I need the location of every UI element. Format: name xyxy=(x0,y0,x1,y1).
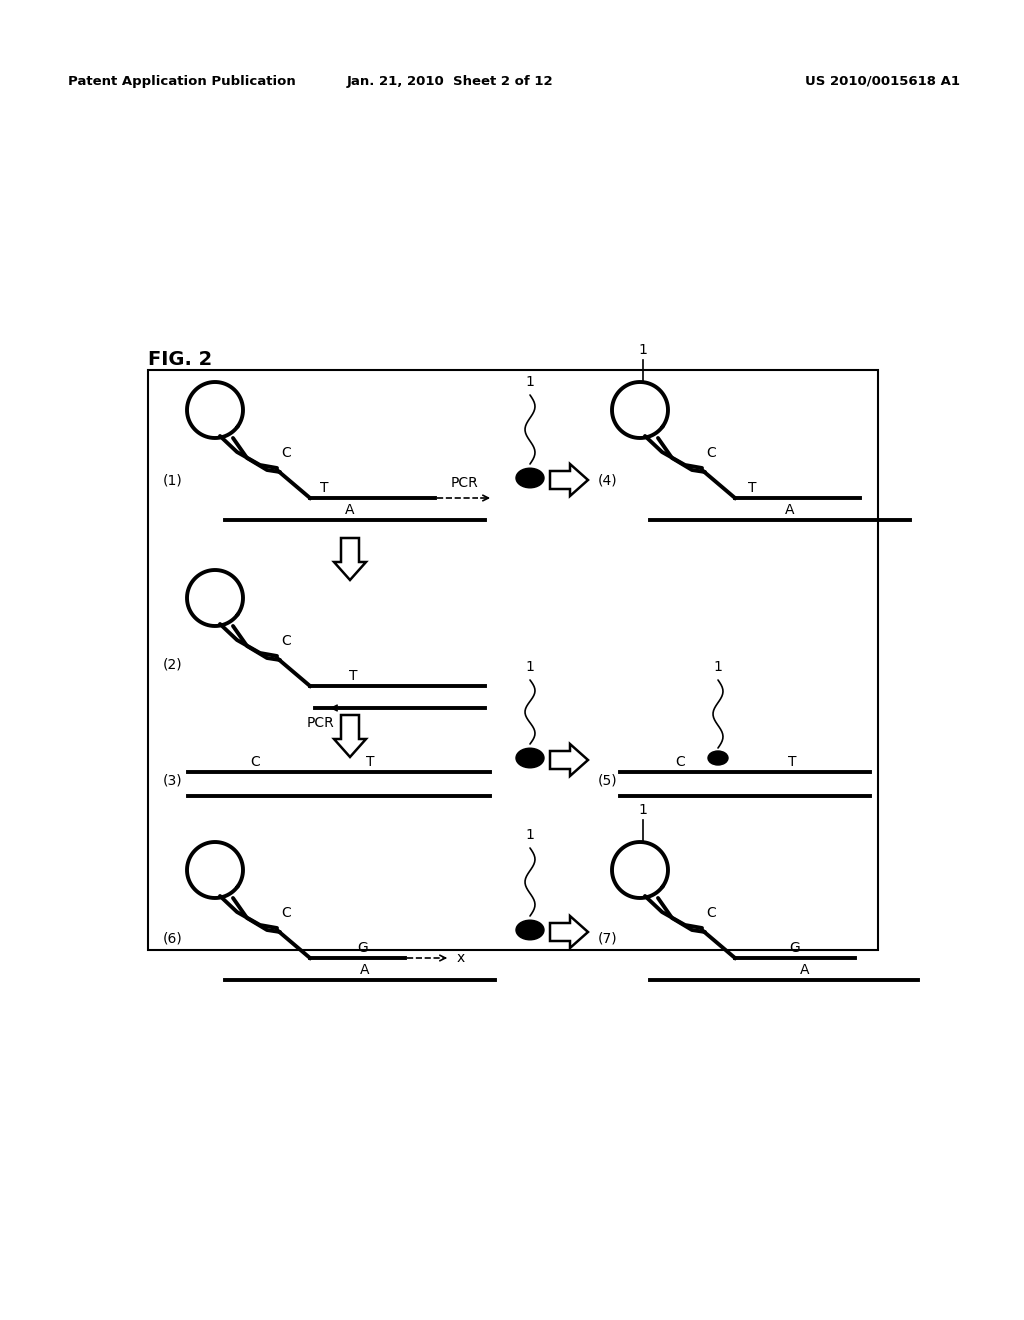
Ellipse shape xyxy=(516,748,544,768)
Text: (1): (1) xyxy=(163,473,182,487)
Text: PCR: PCR xyxy=(306,715,334,730)
Text: 1: 1 xyxy=(639,343,647,356)
Text: C: C xyxy=(706,906,716,920)
Text: T: T xyxy=(787,755,797,770)
Text: US 2010/0015618 A1: US 2010/0015618 A1 xyxy=(805,75,961,88)
Text: C: C xyxy=(675,755,685,770)
Text: C: C xyxy=(281,906,291,920)
Text: Jan. 21, 2010  Sheet 2 of 12: Jan. 21, 2010 Sheet 2 of 12 xyxy=(347,75,553,88)
Text: A: A xyxy=(360,964,370,977)
Text: (4): (4) xyxy=(598,473,617,487)
Text: T: T xyxy=(319,480,329,495)
Text: (6): (6) xyxy=(163,931,182,945)
Text: G: G xyxy=(790,941,801,954)
Text: 1: 1 xyxy=(639,803,647,817)
Text: (5): (5) xyxy=(598,774,617,787)
Text: C: C xyxy=(281,446,291,459)
Text: 1: 1 xyxy=(714,660,723,675)
Text: A: A xyxy=(345,503,354,517)
Text: T: T xyxy=(748,480,757,495)
Text: G: G xyxy=(357,941,369,954)
Text: 1: 1 xyxy=(525,375,535,389)
Text: Patent Application Publication: Patent Application Publication xyxy=(68,75,296,88)
Text: (3): (3) xyxy=(163,774,182,787)
Text: (2): (2) xyxy=(163,657,182,672)
Bar xyxy=(148,370,878,950)
Text: T: T xyxy=(349,669,357,682)
Text: 1: 1 xyxy=(525,660,535,675)
Text: PCR: PCR xyxy=(452,477,479,490)
Text: 1: 1 xyxy=(525,828,535,842)
Text: FIG. 2: FIG. 2 xyxy=(148,350,212,370)
Text: T: T xyxy=(366,755,374,770)
Text: C: C xyxy=(250,755,260,770)
Ellipse shape xyxy=(516,469,544,488)
Text: A: A xyxy=(800,964,810,977)
Text: (7): (7) xyxy=(598,931,617,945)
Ellipse shape xyxy=(708,751,728,766)
Text: C: C xyxy=(281,634,291,648)
Text: C: C xyxy=(706,446,716,459)
Ellipse shape xyxy=(516,920,544,940)
Text: x: x xyxy=(457,950,465,965)
Text: A: A xyxy=(785,503,795,517)
